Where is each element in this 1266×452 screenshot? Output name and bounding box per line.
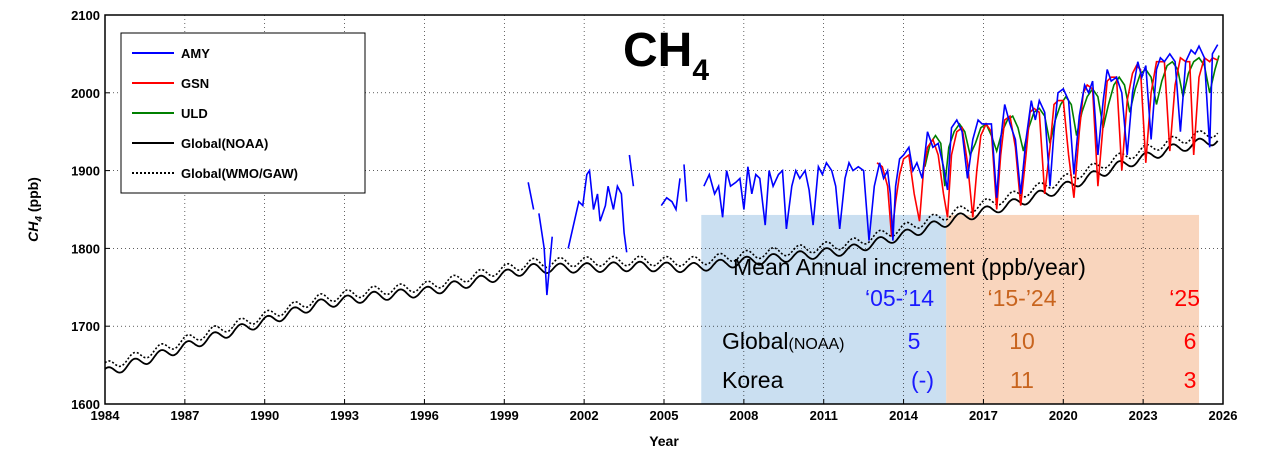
global-value-2005-2014: 5 bbox=[908, 328, 921, 354]
y-tick-label: 1600 bbox=[71, 397, 100, 412]
y-axis-title-symbol: CH bbox=[25, 221, 41, 242]
increment-table-background-2 bbox=[946, 214, 1200, 404]
series-line-global-noaa bbox=[104, 137, 1219, 374]
series-line-amy bbox=[527, 182, 535, 210]
korea-value-2005-2014: (-) bbox=[911, 367, 934, 393]
korea-value-2015-2024: 11 bbox=[1010, 367, 1034, 393]
y-axis-title: CH4 (ppb) bbox=[25, 177, 45, 242]
series-line-gsn bbox=[876, 56, 1219, 237]
row-label-global-suffix: (NOAA) bbox=[788, 336, 844, 353]
legend-label-uld: ULD bbox=[181, 106, 208, 121]
x-tick-label: 2008 bbox=[729, 408, 758, 423]
increment-table-heading: Mean Annual increment (ppb/year) bbox=[733, 254, 1086, 280]
y-tick-label: 1700 bbox=[71, 319, 100, 334]
x-tick-label: 2023 bbox=[1129, 408, 1158, 423]
increment-table-backgrounds bbox=[701, 214, 1200, 404]
series-line-amy bbox=[628, 154, 635, 187]
x-tick-label: 2014 bbox=[889, 408, 919, 423]
x-tick-label: 1987 bbox=[170, 408, 199, 423]
series-lines bbox=[104, 44, 1220, 374]
x-tick-label: 2017 bbox=[969, 408, 998, 423]
y-tick-label: 1800 bbox=[71, 241, 100, 256]
x-tick-label: 2026 bbox=[1209, 408, 1238, 423]
y-tick-label: 2000 bbox=[71, 86, 100, 101]
increment-table-background-1 bbox=[701, 214, 947, 404]
x-axis-title: Year bbox=[649, 433, 679, 449]
chart-title-symbol: CH bbox=[623, 24, 692, 77]
row-label-global-name: Global bbox=[722, 328, 788, 354]
legend-label-gsn: GSN bbox=[181, 76, 209, 91]
period-label-2015-2024: ‘15-’24 bbox=[987, 285, 1056, 311]
y-tick-label: 2100 bbox=[71, 8, 100, 23]
period-label-2005-2014: ‘05-’14 bbox=[865, 285, 934, 311]
chart-title-subscript: 4 bbox=[692, 54, 709, 87]
legend-label-global-wmo-gaw: Global(WMO/GAW) bbox=[181, 166, 298, 181]
y-axis-title-subscript: 4 bbox=[34, 216, 45, 223]
x-tick-label: 2011 bbox=[810, 408, 838, 423]
legend-label-global-noaa: Global(NOAA) bbox=[181, 136, 268, 151]
axis-ticks: 1984 1987 1990 1993 1996 1999 2002 2005 2008 2011… bbox=[71, 8, 1237, 423]
x-tick-label: 2002 bbox=[570, 408, 599, 423]
series-line-amy bbox=[683, 164, 688, 202]
series-line-amy bbox=[567, 168, 628, 253]
period-label-2025: ‘25 bbox=[1169, 285, 1200, 311]
series-line-amy bbox=[538, 213, 553, 296]
series-line-global-wmo-gaw bbox=[104, 130, 1219, 368]
increment-table: Mean Annual increment (ppb/year) ‘05-’14… bbox=[722, 254, 1200, 393]
series-line-amy bbox=[660, 178, 681, 213]
x-tick-label: 1993 bbox=[330, 408, 359, 423]
x-tick-label: 1999 bbox=[490, 408, 519, 423]
global-value-2025: 6 bbox=[1184, 328, 1197, 354]
x-tick-label: 2020 bbox=[1049, 408, 1078, 423]
row-label-korea: Korea bbox=[722, 367, 784, 393]
series-line-amy bbox=[703, 44, 1219, 241]
x-tick-label: 2005 bbox=[650, 408, 679, 423]
grid bbox=[105, 15, 1223, 404]
korea-value-2025: 3 bbox=[1184, 367, 1197, 393]
x-tick-label: 1996 bbox=[410, 408, 439, 423]
chart-title: CH4 bbox=[623, 24, 709, 87]
y-axis-title-unit: (ppb) bbox=[25, 177, 41, 216]
global-value-2015-2024: 10 bbox=[1009, 328, 1035, 354]
y-tick-label: 1900 bbox=[71, 164, 100, 179]
x-tick-label: 1984 bbox=[91, 408, 121, 423]
legend: AMY GSN ULD Global(NOAA) Global(WMO/GAW) bbox=[120, 32, 366, 194]
legend-label-amy: AMY bbox=[181, 46, 210, 61]
x-tick-label: 1990 bbox=[250, 408, 279, 423]
row-label-global: Global(NOAA) bbox=[722, 328, 844, 354]
